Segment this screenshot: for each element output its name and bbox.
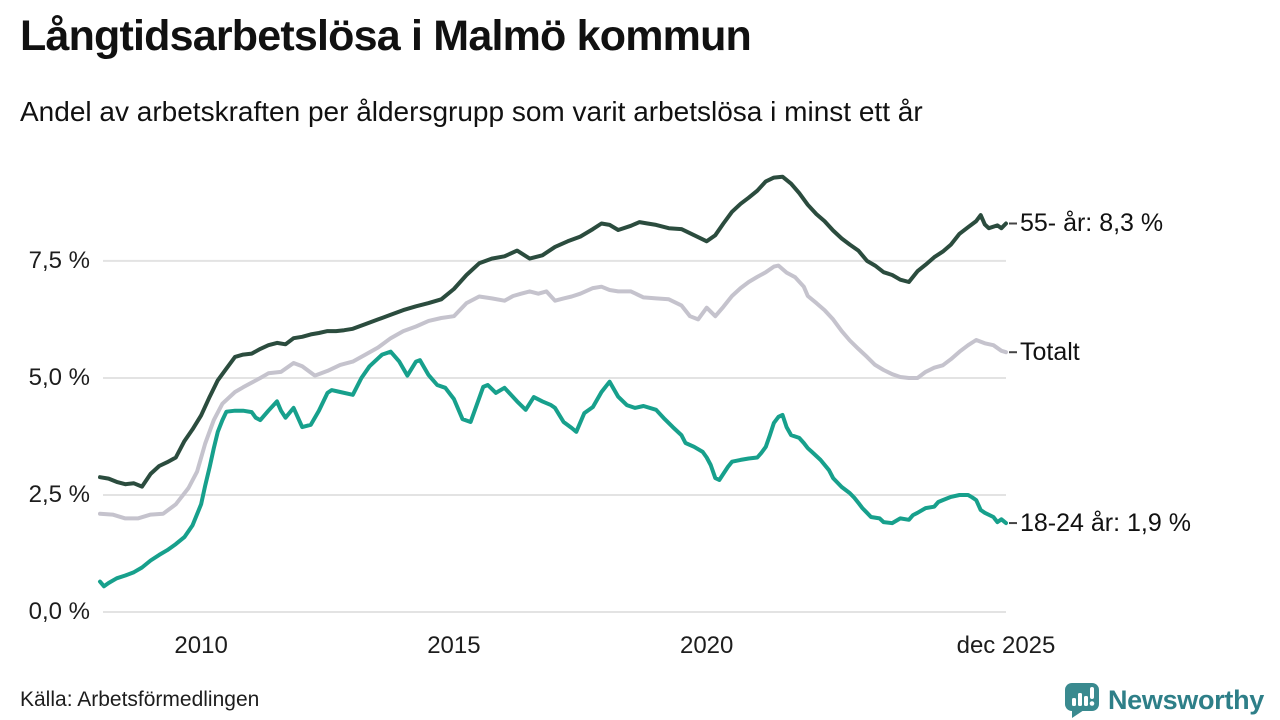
series-line-18-24	[98, 349, 1008, 589]
newsworthy-wordmark: Newsworthy	[1107, 685, 1264, 715]
newsworthy-logo: Newsworthy	[1064, 682, 1264, 719]
chart-title: Långtidsarbetslösa i Malmö kommun	[20, 12, 752, 60]
series-end-label-totalt: Totalt	[1020, 338, 1080, 367]
y-axis-tick-label: 2,5 %	[28, 480, 90, 508]
y-axis-tick-label: 5,0 %	[28, 363, 90, 391]
series-line-55	[98, 174, 1008, 489]
chart-subtitle: Andel av arbetskraften per åldersgrupp s…	[20, 96, 923, 127]
newsworthy-logo-icon	[1064, 683, 1099, 718]
series-end-label-18-24: 18-24 år: 1,9 %	[1020, 509, 1191, 538]
x-axis-tick-label: 2015	[427, 632, 481, 659]
y-axis-tick-label: 7,5 %	[28, 246, 90, 274]
y-axis-tick-label: 0,0 %	[28, 598, 90, 625]
x-axis-tick-label: 2010	[174, 632, 228, 659]
source-attribution: Källa: Arbetsförmedlingen	[20, 688, 260, 711]
series-line-totalt	[98, 263, 1008, 521]
x-axis-tick-label: dec 2025	[956, 632, 1056, 659]
x-axis-tick-label: 2020	[679, 632, 734, 659]
series-end-label-55: 55- år: 8,3 %	[1020, 209, 1164, 238]
